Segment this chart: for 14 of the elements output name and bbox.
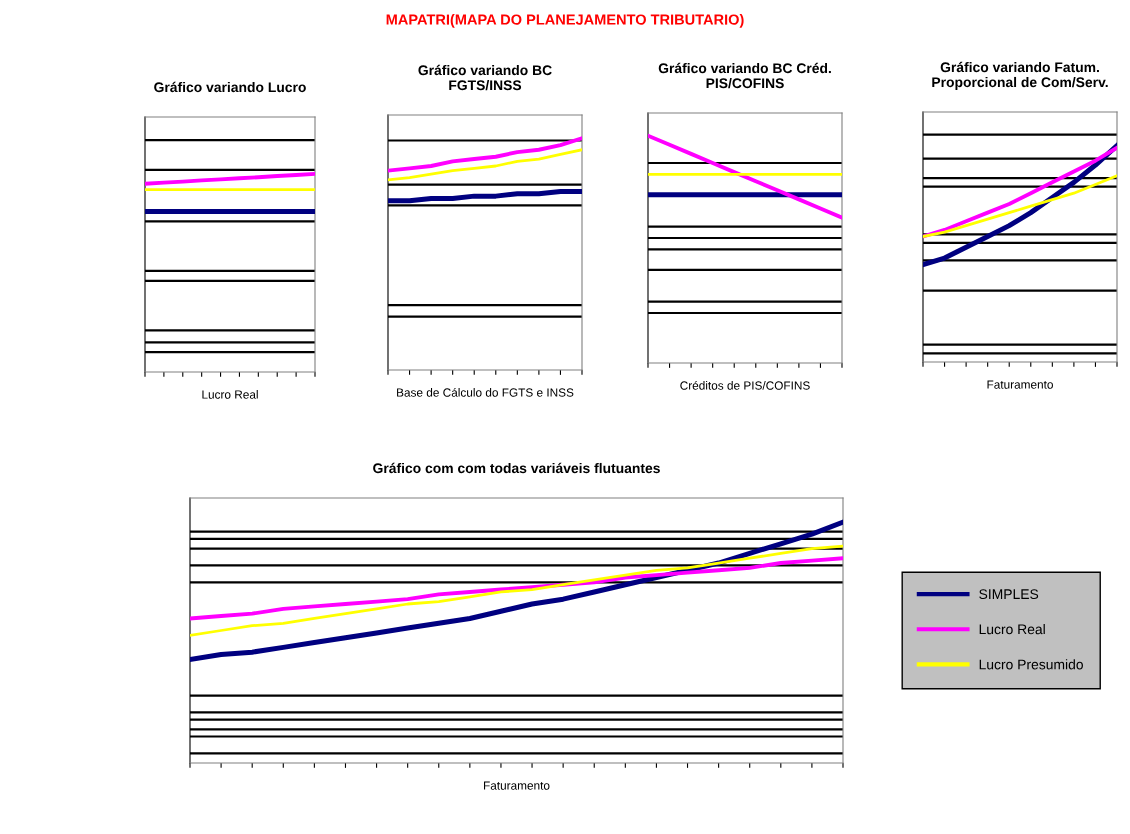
text: MAPATRI(MAPA DO PLANEJAMENTO TRIBUTARIO) [386,14,744,28]
x-axis-title: Faturamento [484,781,550,790]
x-axis-title: Base de Cálculo do FGTS e INSS [397,387,574,397]
chart-title: Gráfico variando BC Créd. PIS/COFINS [658,62,831,89]
legend-label: Lucro Presumido [979,659,1083,670]
legend-label: SIMPLES [979,589,1039,600]
chart-title: Gráfico variando BC FGTS/INSS [418,64,552,91]
chart-title: Gráfico variando Fatum. Proporcional de Com/Serv. [932,61,1108,90]
chart-title: Gráfico com com todas variáveis flutuantes [373,462,660,474]
x-axis-title: Faturamento [987,380,1053,389]
legend-label: Lucro Real [979,624,1045,635]
x-axis-title: Créditos de PIS/COFINS [680,380,810,390]
x-axis-title: Lucro Real [202,390,258,399]
chart-title: Gráfico variando Lucro [154,81,306,93]
